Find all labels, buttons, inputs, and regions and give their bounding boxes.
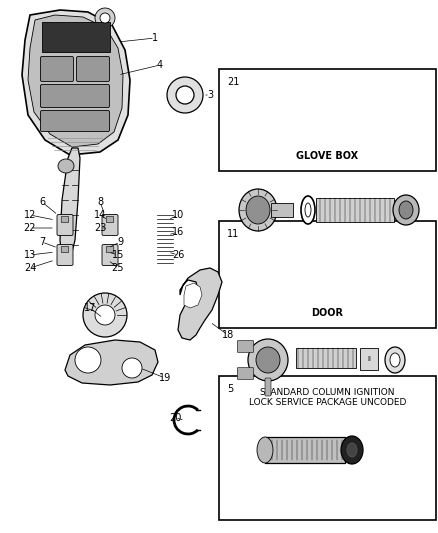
Text: 26: 26: [172, 250, 184, 260]
Circle shape: [95, 305, 115, 325]
FancyBboxPatch shape: [40, 56, 74, 82]
Ellipse shape: [305, 203, 311, 217]
Ellipse shape: [399, 201, 413, 219]
Ellipse shape: [393, 195, 419, 225]
Circle shape: [122, 358, 142, 378]
Ellipse shape: [256, 347, 280, 373]
Ellipse shape: [257, 437, 273, 463]
Circle shape: [100, 13, 110, 23]
Polygon shape: [60, 148, 80, 260]
Text: 6: 6: [39, 197, 45, 207]
FancyBboxPatch shape: [237, 367, 254, 379]
Text: 4: 4: [157, 60, 163, 70]
FancyBboxPatch shape: [40, 85, 110, 108]
Bar: [265, 437, 345, 463]
Ellipse shape: [58, 159, 74, 173]
Text: 19: 19: [159, 373, 171, 383]
FancyBboxPatch shape: [106, 246, 114, 253]
Text: 10: 10: [172, 210, 184, 220]
Bar: [296, 348, 356, 368]
FancyBboxPatch shape: [106, 216, 114, 222]
Circle shape: [167, 77, 203, 113]
Text: 21: 21: [227, 77, 240, 87]
Text: 18: 18: [222, 330, 234, 340]
Text: 9: 9: [117, 237, 123, 247]
Bar: [316, 198, 394, 222]
Text: 13: 13: [24, 250, 36, 260]
Text: 17: 17: [84, 303, 96, 313]
FancyBboxPatch shape: [237, 341, 254, 352]
Text: GLOVE BOX: GLOVE BOX: [297, 150, 358, 160]
Text: 23: 23: [94, 223, 106, 233]
Text: 14: 14: [94, 210, 106, 220]
Text: ii: ii: [367, 356, 371, 362]
Circle shape: [95, 8, 115, 28]
Polygon shape: [184, 283, 202, 308]
Bar: [271, 203, 293, 217]
Circle shape: [83, 293, 127, 337]
Text: 5: 5: [227, 384, 233, 394]
FancyBboxPatch shape: [265, 378, 271, 396]
Bar: [219, 221, 436, 328]
Text: DOOR: DOOR: [311, 308, 343, 318]
Text: 12: 12: [24, 210, 36, 220]
Text: 25: 25: [112, 263, 124, 273]
Bar: [219, 376, 436, 520]
Ellipse shape: [341, 436, 363, 464]
Text: 3: 3: [207, 90, 213, 100]
Ellipse shape: [385, 347, 405, 373]
Text: 16: 16: [172, 227, 184, 237]
Text: 22: 22: [24, 223, 36, 233]
FancyBboxPatch shape: [57, 245, 73, 265]
Text: 15: 15: [112, 250, 124, 260]
FancyBboxPatch shape: [61, 246, 69, 253]
FancyBboxPatch shape: [40, 110, 110, 132]
Ellipse shape: [239, 189, 277, 231]
FancyBboxPatch shape: [57, 214, 73, 236]
Polygon shape: [22, 10, 130, 155]
FancyBboxPatch shape: [77, 56, 110, 82]
Text: 8: 8: [97, 197, 103, 207]
FancyBboxPatch shape: [102, 214, 118, 236]
Polygon shape: [42, 22, 110, 52]
Polygon shape: [65, 340, 158, 385]
Text: 24: 24: [24, 263, 36, 273]
Bar: [219, 69, 436, 171]
Ellipse shape: [246, 196, 270, 224]
Ellipse shape: [390, 353, 400, 367]
Polygon shape: [28, 15, 123, 147]
Ellipse shape: [301, 196, 315, 224]
Text: 11: 11: [227, 229, 239, 239]
Text: 20: 20: [169, 413, 181, 423]
FancyBboxPatch shape: [61, 216, 69, 222]
Circle shape: [75, 347, 101, 373]
Ellipse shape: [248, 339, 288, 381]
FancyBboxPatch shape: [102, 245, 118, 265]
Text: STANDARD COLUMN IGNITION
LOCK SERVICE PACKAGE UNCODED: STANDARD COLUMN IGNITION LOCK SERVICE PA…: [249, 388, 406, 407]
Circle shape: [176, 86, 194, 104]
Text: 1: 1: [152, 33, 158, 43]
Ellipse shape: [347, 443, 357, 457]
Bar: [360, 348, 378, 370]
Text: 7: 7: [39, 237, 45, 247]
Polygon shape: [178, 268, 222, 340]
